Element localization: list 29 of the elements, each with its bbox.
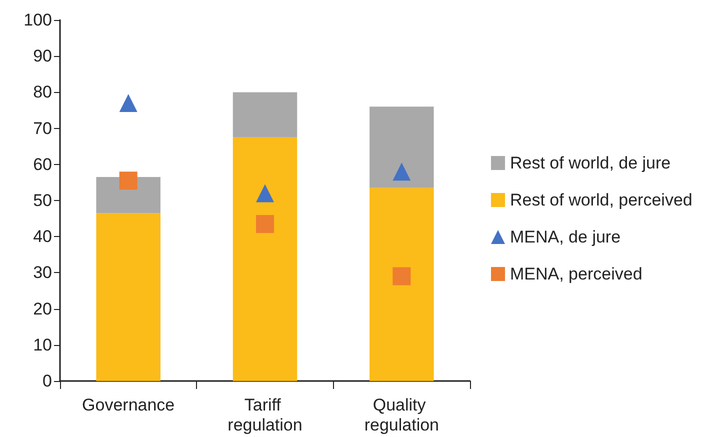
bar [232,92,298,138]
y-tick-label: 10 [33,335,52,354]
y-tick-label: 20 [33,299,52,318]
x-tick-label: Quality regulation [364,396,440,434]
y-tick-label: 30 [33,263,52,282]
x-tick-label: Tariff regulation [228,396,302,434]
legend-label: Rest of world, perceived [510,190,692,210]
legend-label: MENA, de jure [510,228,621,246]
y-tick-label: 0 [42,372,52,390]
point [119,172,138,190]
point [392,267,411,286]
legend-label: Rest of world, de jure [510,154,671,172]
point [256,214,274,233]
x-tick-label: Governance [82,396,175,414]
y-tick-label: 90 [33,46,52,66]
point [256,184,274,202]
legend-label: MENA, perceived [510,264,642,284]
point [119,94,138,112]
y-tick-label: 60 [33,154,52,174]
y-tick-label: 50 [33,191,52,210]
y-tick-label: 100 [24,10,52,30]
bar [370,106,434,188]
bar [96,213,160,381]
y-tick-label: 40 [33,227,52,246]
y-tick-label: 80 [33,82,52,102]
y-tick-label: 70 [33,118,52,138]
bar [232,137,298,381]
point [392,162,411,181]
bar [370,188,434,381]
